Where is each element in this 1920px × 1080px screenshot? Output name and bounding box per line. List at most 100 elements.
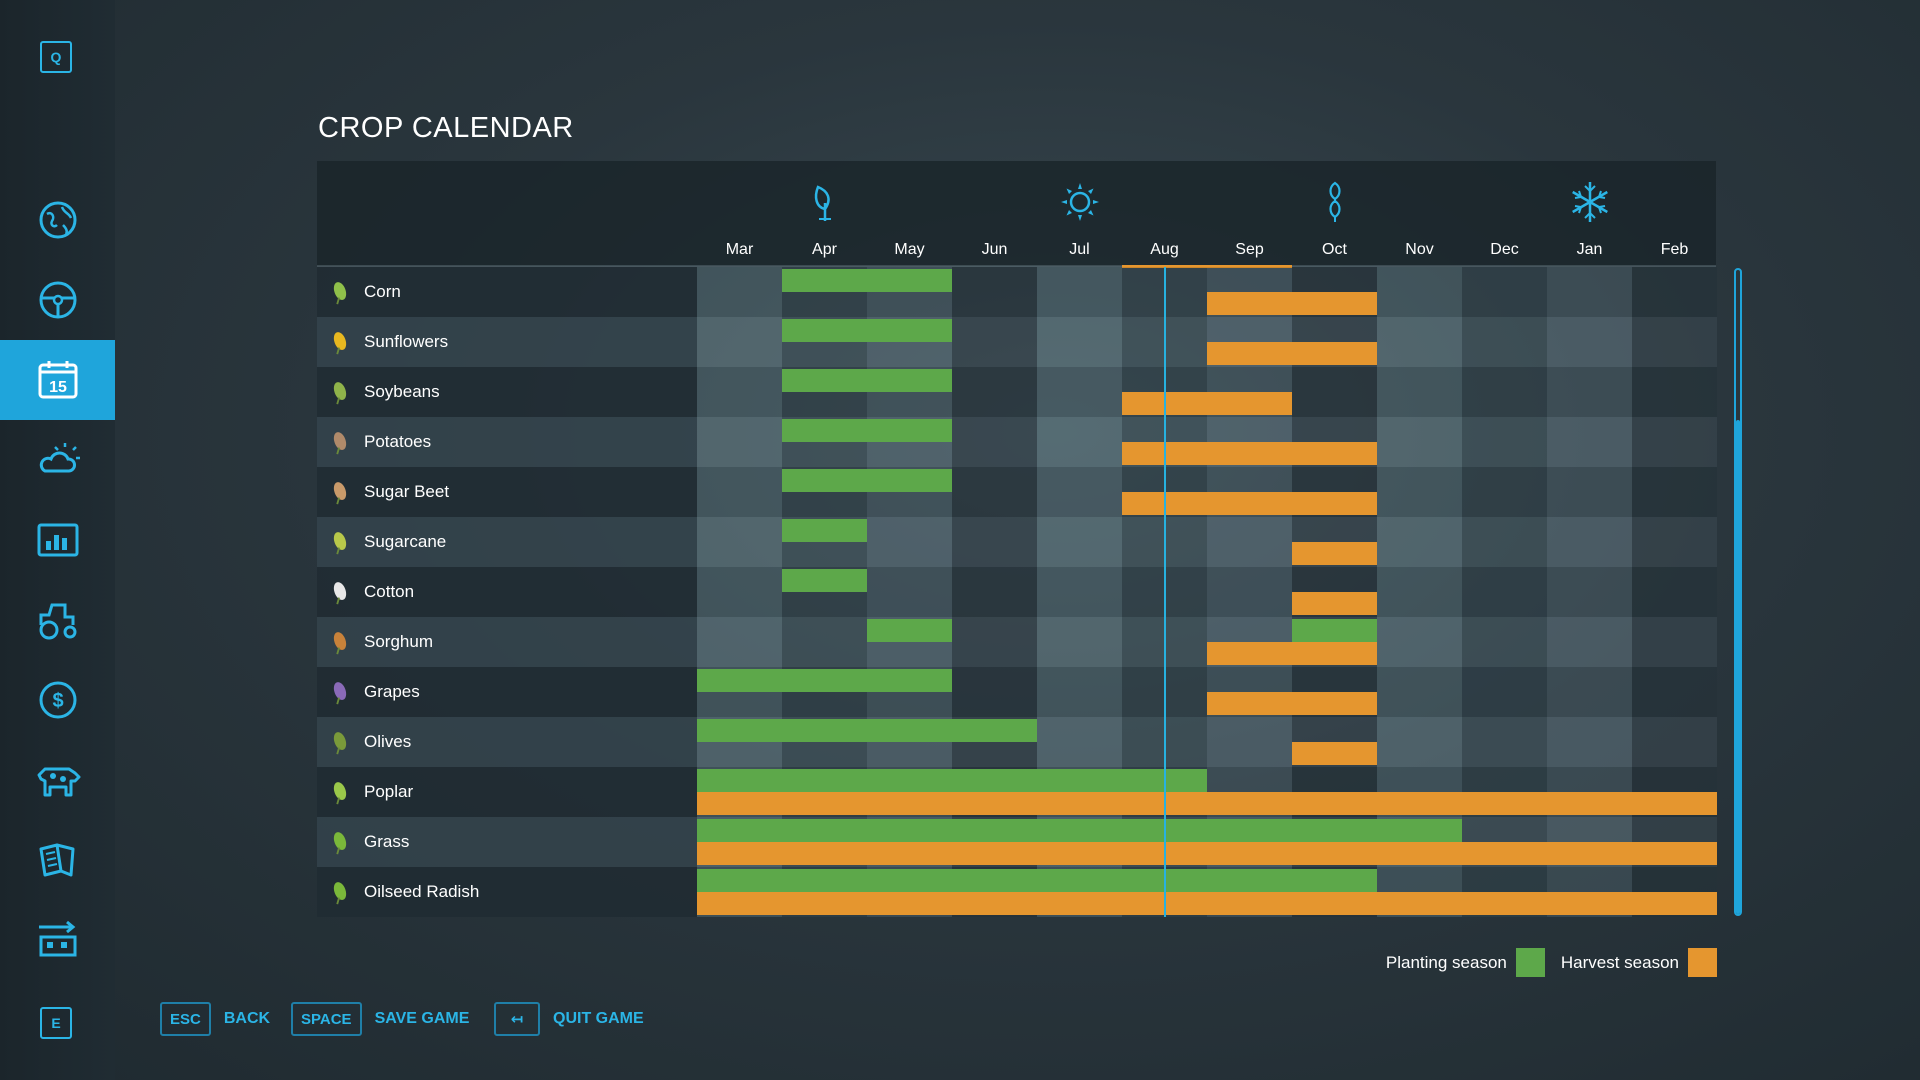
sidebar-item-production[interactable] bbox=[0, 900, 115, 980]
month-label-jan: Jan bbox=[1576, 241, 1603, 258]
harvest-bar bbox=[1207, 292, 1377, 315]
harvest-bar bbox=[1207, 692, 1377, 715]
soybean-icon bbox=[326, 378, 354, 406]
legend-planting-swatch bbox=[1515, 948, 1545, 977]
sidebar-item-garage[interactable] bbox=[0, 580, 115, 660]
month-label-feb: Feb bbox=[1660, 241, 1689, 258]
space-key: SPACE bbox=[291, 1002, 362, 1036]
crop-row-sunflowers[interactable]: Sunflowers bbox=[317, 317, 697, 367]
planting-bar bbox=[782, 319, 952, 342]
spring-sprout-icon bbox=[802, 179, 848, 225]
month-label-apr: Apr bbox=[812, 241, 837, 258]
harvest-bar bbox=[1292, 592, 1377, 615]
planting-bar bbox=[782, 519, 867, 542]
sidebar-item-animals[interactable] bbox=[0, 740, 115, 820]
crop-name: Grapes bbox=[364, 682, 420, 701]
crop-row-grapes[interactable]: Grapes bbox=[317, 667, 697, 717]
current-date-line bbox=[1164, 267, 1166, 917]
statistics-icon bbox=[37, 523, 78, 557]
sorghum-icon bbox=[326, 628, 354, 656]
crop-row-potatoes[interactable]: Potatoes bbox=[317, 417, 697, 467]
sidebar-item-finances[interactable]: $ bbox=[0, 660, 115, 740]
row-stripe bbox=[697, 517, 1717, 567]
calendar-header bbox=[317, 161, 1716, 266]
esc-key: ESC bbox=[160, 1002, 211, 1036]
summer-sun-icon bbox=[1057, 179, 1103, 225]
crop-name: Sugarcane bbox=[364, 532, 447, 551]
crop-row-corn[interactable]: Corn bbox=[317, 267, 697, 317]
handbook-icon bbox=[39, 843, 74, 877]
tractor-icon bbox=[39, 603, 76, 640]
save-game-label: SAVE GAME bbox=[374, 1010, 470, 1027]
month-label-sep: Sep bbox=[1235, 241, 1264, 258]
harvest-bar bbox=[1292, 742, 1377, 765]
quit-game-button[interactable]: ↤ QUIT GAME bbox=[494, 1002, 644, 1036]
planting-bar bbox=[782, 469, 952, 492]
sugarcane-icon bbox=[326, 528, 354, 556]
legend: Planting season Harvest season bbox=[1386, 948, 1717, 977]
sidebar-item-calendar[interactable]: 15 bbox=[0, 340, 115, 420]
planting-bar bbox=[697, 869, 1377, 892]
crop-row-sorghum[interactable]: Sorghum bbox=[317, 617, 697, 667]
legend-planting-label: Planting season bbox=[1385, 952, 1507, 972]
sidebar-item-weather[interactable] bbox=[0, 420, 115, 500]
header-divider bbox=[317, 265, 1716, 267]
autumn-leaves-icon bbox=[1312, 179, 1358, 225]
globe-map-icon bbox=[39, 201, 76, 239]
crop-row-oilseed-radish[interactable]: Oilseed Radish bbox=[317, 867, 697, 917]
weather-icon bbox=[39, 443, 80, 473]
crop-name: Corn bbox=[364, 282, 401, 301]
oilseed-radish-icon bbox=[326, 878, 354, 906]
calendar-icon: 15 bbox=[38, 361, 77, 399]
production-chains-icon bbox=[38, 920, 76, 957]
harvest-bar bbox=[1292, 542, 1377, 565]
legend-harvest-swatch bbox=[1688, 948, 1717, 977]
crop-row-grass[interactable]: Grass bbox=[317, 817, 697, 867]
sidebar-item-statistics[interactable] bbox=[0, 500, 115, 580]
month-label-nov: Nov bbox=[1405, 241, 1434, 258]
scrollbar-thumb[interactable] bbox=[1736, 420, 1740, 914]
month-label-jul: Jul bbox=[1069, 241, 1090, 258]
row-stripe bbox=[697, 567, 1717, 617]
crop-row-sugarcane[interactable]: Sugarcane bbox=[317, 517, 697, 567]
scrollbar-track[interactable] bbox=[1734, 268, 1742, 916]
crop-row-sugar-beet[interactable]: Sugar Beet bbox=[317, 467, 697, 517]
planting-bar bbox=[867, 619, 952, 642]
current-month-highlight bbox=[1122, 265, 1292, 268]
crop-name: Potatoes bbox=[364, 432, 432, 451]
sidebar-item-help[interactable] bbox=[0, 820, 115, 900]
planting-bar bbox=[697, 819, 1462, 842]
animals-icon bbox=[37, 767, 80, 797]
harvest-bar bbox=[697, 842, 1717, 865]
back-label: BACK bbox=[223, 1010, 271, 1027]
sidebar-item-map[interactable] bbox=[0, 180, 115, 260]
harvest-bar bbox=[1122, 392, 1292, 415]
crop-row-soybeans[interactable]: Soybeans bbox=[317, 367, 697, 417]
finance-icon: $ bbox=[39, 681, 76, 719]
crop-row-poplar[interactable]: Poplar bbox=[317, 767, 697, 817]
crop-name: Sorghum bbox=[364, 632, 433, 651]
grass-icon bbox=[326, 828, 354, 856]
sunflower-icon bbox=[326, 328, 354, 356]
planting-bar bbox=[697, 769, 1207, 792]
sidebar-item-vehicles[interactable] bbox=[0, 260, 115, 340]
crop-name: Cotton bbox=[364, 582, 415, 601]
planting-bar bbox=[782, 369, 952, 392]
crop-name: Grass bbox=[364, 832, 410, 851]
next-page-key[interactable]: E bbox=[40, 1007, 72, 1039]
sugar-beet-icon bbox=[326, 478, 354, 506]
quit-game-label: QUIT GAME bbox=[553, 1010, 644, 1027]
month-label-may: May bbox=[894, 241, 925, 258]
harvest-bar bbox=[1207, 342, 1377, 365]
crop-row-olives[interactable]: Olives bbox=[317, 717, 697, 767]
planting-bar bbox=[782, 419, 952, 442]
save-game-button[interactable]: SPACE SAVE GAME bbox=[291, 1002, 469, 1036]
prev-page-key[interactable]: Q bbox=[40, 41, 72, 73]
back-button[interactable]: ESC BACK bbox=[160, 1002, 270, 1036]
crop-row-cotton[interactable]: Cotton bbox=[317, 567, 697, 617]
backspace-key: ↤ bbox=[494, 1002, 540, 1036]
planting-bar bbox=[782, 569, 867, 592]
planting-bar bbox=[1292, 619, 1377, 642]
sidebar: Q 15 bbox=[0, 0, 115, 1080]
svg-text:$: $ bbox=[52, 690, 63, 712]
